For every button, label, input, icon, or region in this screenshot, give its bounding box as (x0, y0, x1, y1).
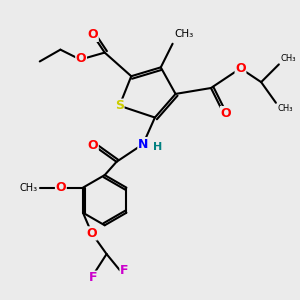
Text: O: O (88, 139, 98, 152)
Text: F: F (120, 264, 128, 277)
Text: O: O (76, 52, 86, 65)
Text: CH₃: CH₃ (19, 183, 37, 193)
Text: CH₃: CH₃ (174, 29, 193, 39)
Text: CH₃: CH₃ (280, 54, 296, 63)
Text: O: O (56, 181, 66, 194)
Text: CH₃: CH₃ (278, 104, 293, 113)
Text: O: O (86, 227, 97, 240)
Text: H: H (153, 142, 163, 152)
Text: S: S (115, 99, 124, 112)
Text: O: O (220, 106, 231, 120)
Text: N: N (138, 138, 148, 151)
Text: F: F (89, 271, 98, 284)
Text: O: O (88, 28, 98, 41)
Text: O: O (235, 62, 246, 75)
